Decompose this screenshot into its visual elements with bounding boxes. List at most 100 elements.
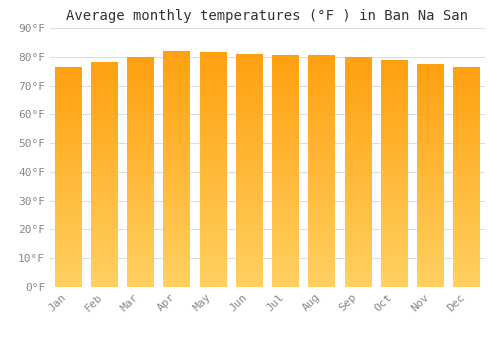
Bar — [127, 248, 154, 249]
Bar — [200, 148, 226, 150]
Bar — [164, 158, 190, 160]
Bar — [308, 89, 336, 90]
Bar — [454, 147, 480, 148]
Bar — [272, 113, 299, 114]
Bar — [127, 148, 154, 149]
Bar — [54, 150, 82, 152]
Bar — [54, 100, 82, 101]
Bar — [200, 152, 226, 153]
Bar — [54, 252, 82, 253]
Bar — [91, 90, 118, 92]
Bar — [164, 78, 190, 79]
Bar — [54, 226, 82, 228]
Bar — [164, 105, 190, 106]
Bar — [272, 206, 299, 207]
Bar — [164, 142, 190, 143]
Bar — [91, 220, 118, 222]
Bar — [236, 246, 263, 247]
Bar — [127, 153, 154, 155]
Bar — [236, 236, 263, 237]
Bar — [127, 184, 154, 186]
Bar — [54, 208, 82, 209]
Bar — [308, 199, 336, 200]
Bar — [127, 176, 154, 178]
Bar — [54, 217, 82, 219]
Bar — [308, 225, 336, 227]
Bar — [200, 84, 226, 85]
Bar — [91, 233, 118, 234]
Bar — [308, 130, 336, 131]
Bar — [344, 111, 372, 112]
Bar — [236, 247, 263, 248]
Bar — [236, 256, 263, 257]
Bar — [454, 228, 480, 229]
Bar — [308, 216, 336, 217]
Bar — [417, 247, 444, 248]
Bar — [308, 251, 336, 252]
Bar — [164, 113, 190, 115]
Bar — [200, 167, 226, 169]
Bar — [308, 143, 336, 145]
Bar — [91, 70, 118, 71]
Bar — [200, 232, 226, 233]
Bar — [381, 131, 408, 132]
Bar — [381, 262, 408, 263]
Bar — [236, 127, 263, 128]
Bar — [344, 159, 372, 160]
Bar — [454, 197, 480, 198]
Bar — [417, 270, 444, 271]
Bar — [417, 102, 444, 103]
Bar — [91, 254, 118, 256]
Bar — [164, 91, 190, 92]
Bar — [344, 198, 372, 200]
Bar — [91, 258, 118, 259]
Bar — [54, 123, 82, 124]
Bar — [127, 263, 154, 264]
Bar — [417, 151, 444, 152]
Bar — [164, 123, 190, 124]
Bar — [344, 216, 372, 217]
Bar — [91, 237, 118, 239]
Bar — [381, 220, 408, 221]
Bar — [272, 221, 299, 222]
Bar — [272, 88, 299, 89]
Bar — [308, 238, 336, 239]
Bar — [272, 217, 299, 219]
Bar — [381, 97, 408, 98]
Bar — [200, 139, 226, 140]
Bar — [236, 265, 263, 266]
Bar — [236, 156, 263, 158]
Bar — [272, 191, 299, 192]
Bar — [344, 189, 372, 190]
Bar — [344, 65, 372, 66]
Bar — [91, 146, 118, 147]
Bar — [454, 284, 480, 285]
Bar — [164, 184, 190, 186]
Bar — [381, 276, 408, 278]
Bar — [344, 165, 372, 166]
Bar — [272, 81, 299, 82]
Bar — [381, 76, 408, 77]
Bar — [236, 281, 263, 282]
Bar — [344, 130, 372, 132]
Bar — [308, 221, 336, 222]
Bar — [417, 125, 444, 126]
Bar — [91, 205, 118, 206]
Bar — [381, 136, 408, 137]
Bar — [381, 64, 408, 65]
Bar — [308, 205, 336, 206]
Bar — [54, 258, 82, 259]
Bar — [164, 262, 190, 264]
Bar — [381, 70, 408, 71]
Bar — [381, 256, 408, 258]
Bar — [454, 200, 480, 201]
Bar — [127, 84, 154, 85]
Bar — [91, 271, 118, 272]
Bar — [454, 121, 480, 122]
Bar — [417, 209, 444, 210]
Bar — [200, 197, 226, 198]
Bar — [272, 161, 299, 162]
Bar — [381, 140, 408, 141]
Bar — [164, 135, 190, 136]
Bar — [454, 104, 480, 105]
